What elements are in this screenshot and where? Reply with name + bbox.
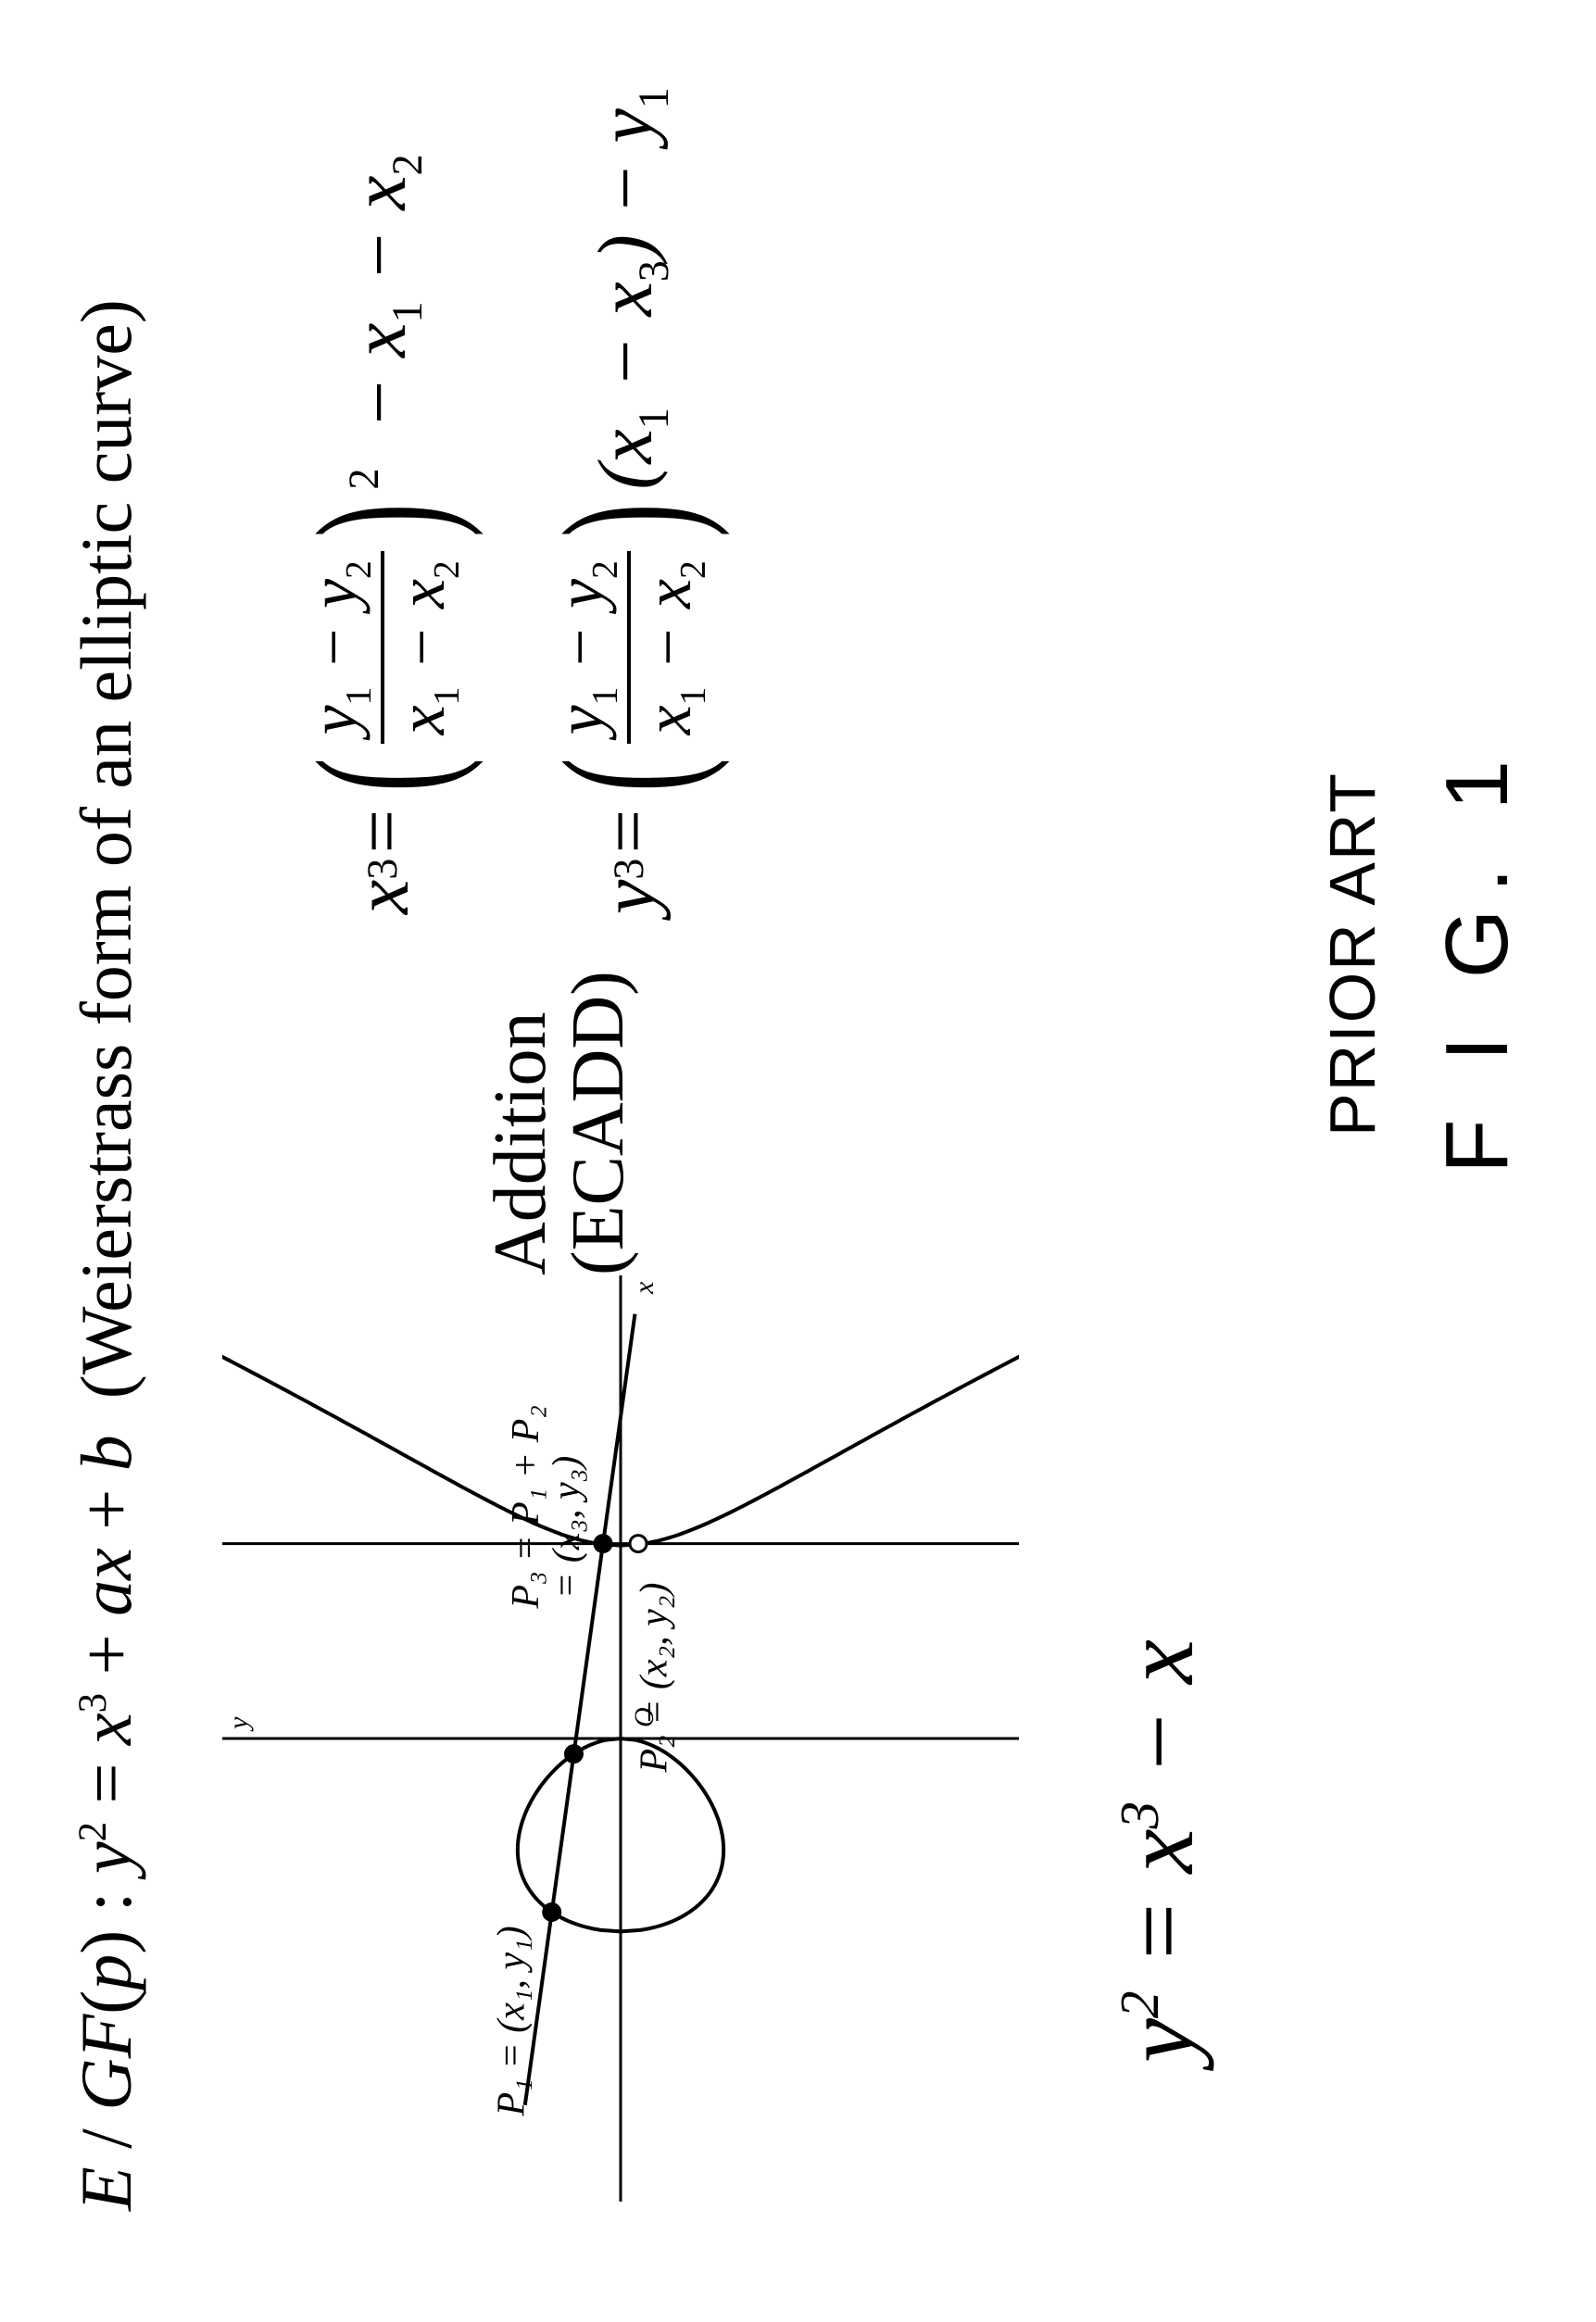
svg-text:y: y: [223, 1716, 254, 1732]
svg-text:P₂ = (x₂, y₂): P₂ = (x₂, y₂): [633, 1583, 675, 1774]
chart-svg: yxOP₁ = (x₁, y₁)P₂ = (x₂, y₂)P₃ = P₁ + P…: [222, 1275, 1019, 2202]
right-paren-icon: ): [308, 504, 457, 538]
formulas-block: x3 = ( y1 − y2 x1 − x2 ) 2 − x1 − x2 y3 …: [296, 44, 789, 914]
formula-y3-num: y1 − y2: [543, 551, 627, 744]
right-paren-icon: ): [555, 504, 703, 538]
addition-label-line1: Addition: [482, 971, 559, 1275]
svg-text:x: x: [629, 1281, 660, 1295]
curve-equation: y2 = x3 − x: [1102, 1639, 1217, 2063]
formula-x3-den: x1 − x2: [384, 551, 469, 744]
figure-number: F I G. 1: [1426, 744, 1528, 1174]
svg-text:P₃ = P₁ + P₂ = (x₃, y₃): P₃ = P₁ + P₂ = (x₃, y₃): [505, 1405, 588, 1609]
left-paren-icon: (: [555, 758, 703, 792]
formula-x3: x3 = ( y1 − y2 x1 − x2 ) 2 − x1 − x2: [296, 44, 469, 914]
formula-y3-den: x1 − x2: [631, 551, 715, 744]
formula-y3-lhs: y3 =: [584, 806, 673, 914]
ec-addition-chart: yxOP₁ = (x₁, y₁)P₂ = (x₂, y₂)P₃ = P₁ + P…: [222, 1275, 1019, 2202]
addition-label: Addition (ECADD): [482, 971, 637, 1275]
formula-x3-tail: 2 − x1 − x2: [334, 154, 432, 489]
formula-y3-tail: (x1 − x3) − y1: [581, 87, 678, 489]
left-paren-icon: (: [308, 758, 457, 792]
prior-art-caption: PRIOR ART: [1315, 772, 1389, 1136]
formula-y3: y3 = ( y1 − y2 x1 − x2 ) (x1 − x3) − y1: [543, 44, 715, 914]
formula-x3-fraction: y1 − y2 x1 − x2: [296, 551, 469, 744]
page-title: E / GF(p) : y2 = x3 + ax + b (Weierstras…: [65, 299, 148, 2211]
formula-x3-lhs: x3 =: [337, 806, 427, 914]
formula-x3-num: y1 − y2: [296, 551, 381, 744]
svg-text:P₁ = (x₁, y₁): P₁ = (x₁, y₁): [490, 1926, 533, 2116]
addition-label-line2: (ECADD): [559, 971, 637, 1275]
formula-y3-fraction: y1 − y2 x1 − x2: [543, 551, 715, 744]
